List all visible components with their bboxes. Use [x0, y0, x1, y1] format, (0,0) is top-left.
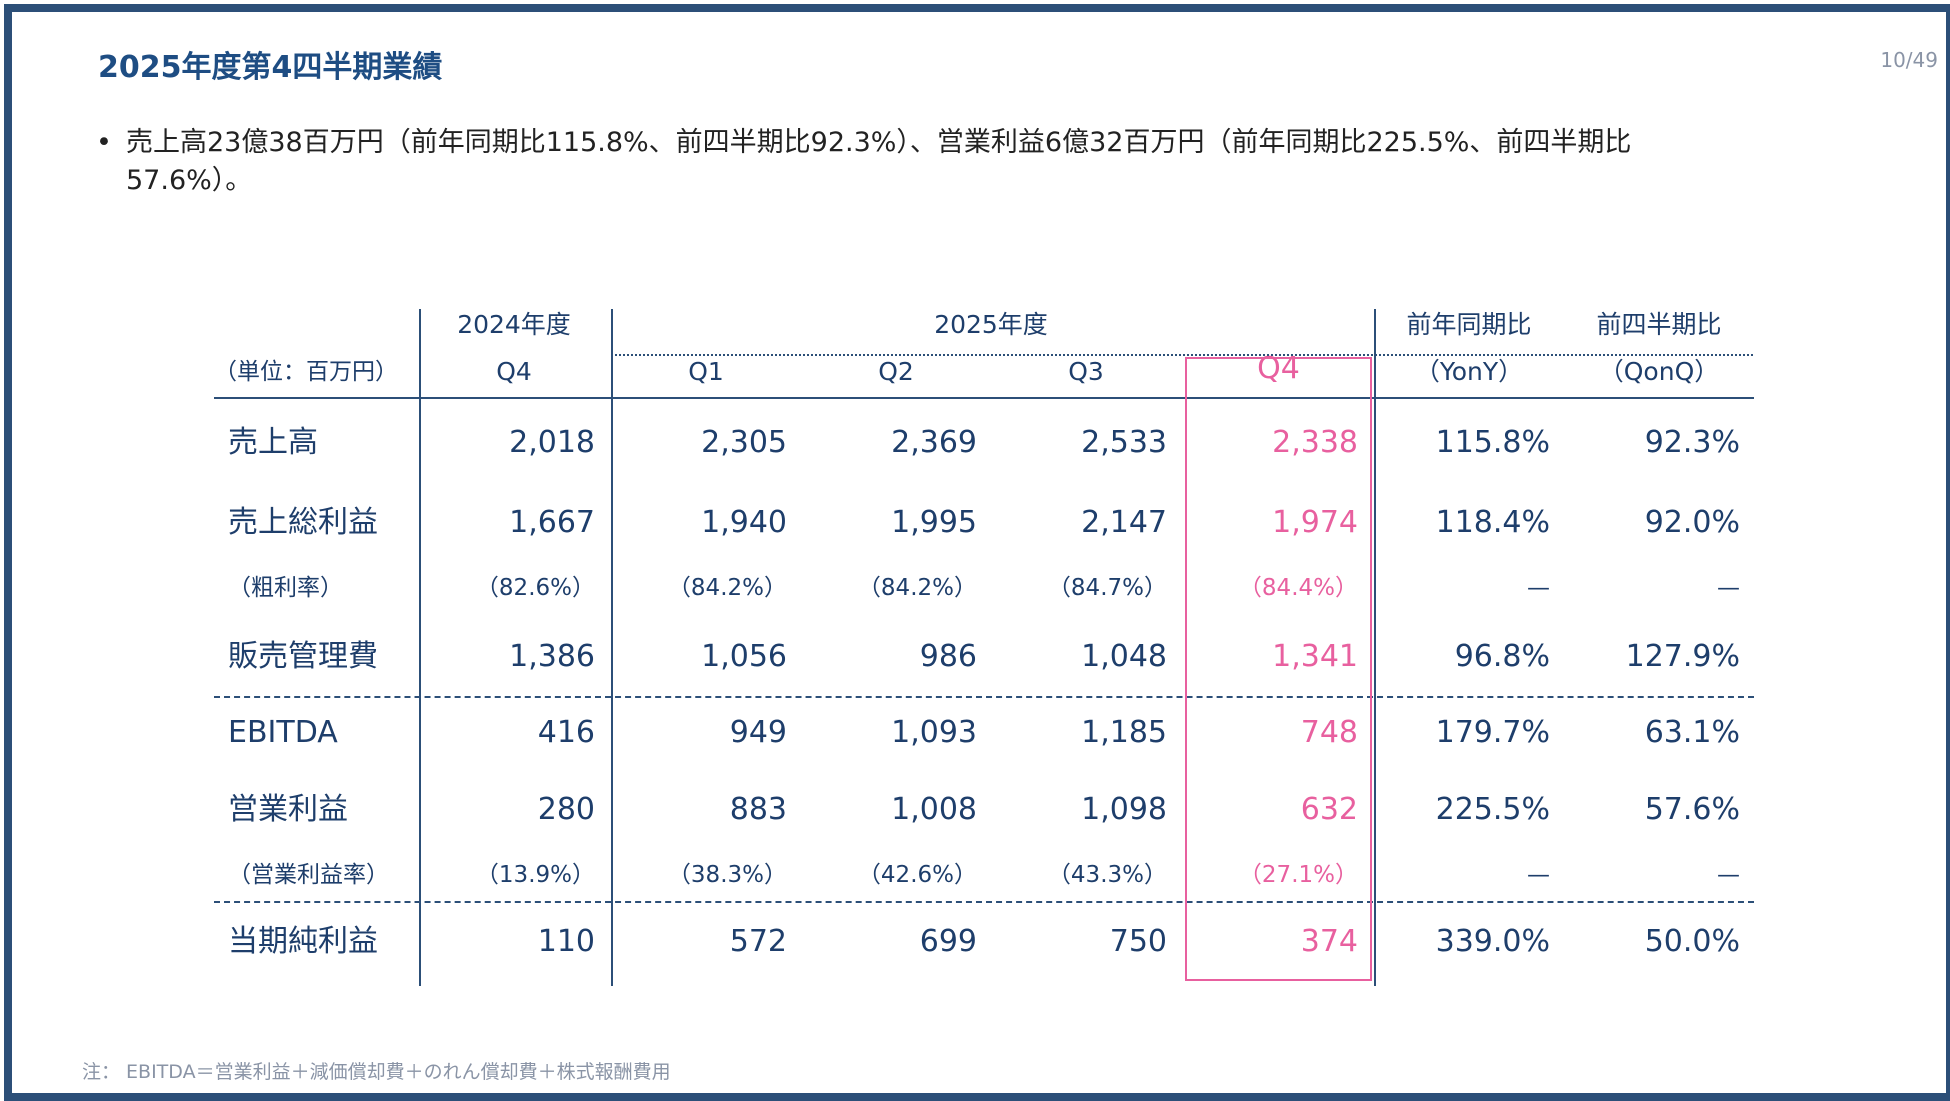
table-cell: 127.9% — [1625, 639, 1740, 674]
table-cell-q4: 748 — [1300, 715, 1358, 750]
header-q4-highlight: Q4 — [1257, 351, 1300, 386]
summary-text: 売上高23億38百万円（前年同期比115.8%、前四半期比92.3%）、営業利益… — [126, 127, 1632, 196]
table-cell: 699 — [919, 924, 977, 959]
table-cell: 92.0% — [1644, 505, 1740, 540]
section-rule-1 — [214, 696, 1754, 698]
row-label: 販売管理費 — [228, 639, 378, 674]
table-cell: 1,185 — [1081, 715, 1167, 750]
row-label: 売上総利益 — [228, 505, 378, 540]
table-cell: 1,995 — [891, 505, 977, 540]
unit-label: （単位：百万円） — [214, 359, 398, 385]
table-cell: 1,940 — [701, 505, 787, 540]
table-cell: 2,369 — [891, 425, 977, 460]
table-cell: 1,008 — [891, 792, 977, 827]
header-q3: Q3 — [1068, 357, 1104, 386]
row-label: （粗利率） — [228, 575, 343, 601]
table-cell: （84.2%） — [667, 575, 787, 601]
table-cell: 96.8% — [1454, 639, 1550, 674]
table-cell: 986 — [919, 639, 977, 674]
table-cell: 92.3% — [1644, 425, 1740, 460]
table-cell: 118.4% — [1435, 505, 1550, 540]
table-cell: — — [1717, 862, 1740, 888]
table-cell: 572 — [729, 924, 787, 959]
table-cell: （84.7%） — [1047, 575, 1167, 601]
table-cell: （13.9%） — [475, 862, 595, 888]
table-cell: 2,533 — [1081, 425, 1167, 460]
table-cell: 179.7% — [1435, 715, 1550, 750]
table-cell: 63.1% — [1644, 715, 1740, 750]
slide-title: 2025年度第4四半期業績 — [98, 50, 443, 85]
table-cell: 1,056 — [701, 639, 787, 674]
bullet-marker: • — [96, 127, 112, 158]
q4-highlight-box — [1185, 357, 1372, 981]
table-cell: 110 — [537, 924, 595, 959]
header-q1: Q1 — [688, 357, 724, 386]
table-cell: 1,093 — [891, 715, 977, 750]
divider-vertical-2 — [611, 309, 613, 986]
page-number: 10/49 — [1880, 48, 1938, 72]
header-fy2024: 2024年度 — [457, 310, 571, 339]
header-fy2025: 2025年度 — [934, 310, 1048, 339]
table-cell: 1,098 — [1081, 792, 1167, 827]
header-rule — [214, 397, 1754, 399]
divider-vertical-3 — [1374, 309, 1376, 986]
table-cell: 1,048 — [1081, 639, 1167, 674]
table-cell: （42.6%） — [857, 862, 977, 888]
table-cell-q4: 1,974 — [1272, 505, 1358, 540]
table-cell: 883 — [729, 792, 787, 827]
table-cell: 280 — [537, 792, 595, 827]
table-cell: 2,147 — [1081, 505, 1167, 540]
row-label: EBITDA — [228, 715, 338, 750]
row-label: （営業利益率） — [228, 862, 389, 888]
table-cell: （82.6%） — [475, 575, 595, 601]
table-cell: 1,667 — [509, 505, 595, 540]
table-cell: 50.0% — [1644, 924, 1740, 959]
table-cell-q4: 1,341 — [1272, 639, 1358, 674]
table-cell-q4: （27.1%） — [1238, 862, 1358, 888]
footnote: 注： EBITDA＝営業利益＋減価償却費＋のれん償却費＋株式報酬費用 — [82, 1061, 671, 1083]
table-cell: — — [1527, 862, 1550, 888]
table-cell: （43.3%） — [1047, 862, 1167, 888]
summary-bullet: • 売上高23億38百万円（前年同期比115.8%、前四半期比92.3%）、営業… — [96, 124, 1756, 200]
divider-vertical-1 — [419, 309, 421, 986]
table-cell-q4: 2,338 — [1272, 425, 1358, 460]
table-cell: 2,305 — [701, 425, 787, 460]
table-cell: 949 — [729, 715, 787, 750]
header-qoq-sub: （QonQ） — [1598, 357, 1720, 386]
table-cell: （38.3%） — [667, 862, 787, 888]
table-cell: 750 — [1109, 924, 1167, 959]
table-cell-q4: 632 — [1300, 792, 1358, 827]
header-qoq: 前四半期比 — [1596, 310, 1722, 339]
table-cell: 416 — [537, 715, 595, 750]
table-cell: 339.0% — [1435, 924, 1550, 959]
table-cell-q4: 374 — [1300, 924, 1358, 959]
header-q2: Q2 — [878, 357, 914, 386]
header-yoy: 前年同期比 — [1406, 310, 1532, 339]
table-cell: — — [1527, 575, 1550, 601]
header-yoy-sub: （YonY） — [1414, 357, 1524, 386]
table-cell: （84.2%） — [857, 575, 977, 601]
table-cell: — — [1717, 575, 1740, 601]
row-label: 当期純利益 — [228, 924, 378, 959]
slide-frame: 2025年度第4四半期業績 10/49 • 売上高23億38百万円（前年同期比1… — [4, 4, 1950, 1101]
table-cell: 1,386 — [509, 639, 595, 674]
header-divider — [611, 354, 1753, 356]
section-rule-2 — [214, 901, 1754, 903]
table-cell: 115.8% — [1435, 425, 1550, 460]
row-label: 売上高 — [228, 425, 318, 460]
table-cell: 2,018 — [509, 425, 595, 460]
table-cell: 57.6% — [1644, 792, 1740, 827]
table-cell: 225.5% — [1435, 792, 1550, 827]
header-2024-q4: Q4 — [496, 357, 532, 386]
row-label: 営業利益 — [228, 792, 348, 827]
table-cell-q4: （84.4%） — [1238, 575, 1358, 601]
